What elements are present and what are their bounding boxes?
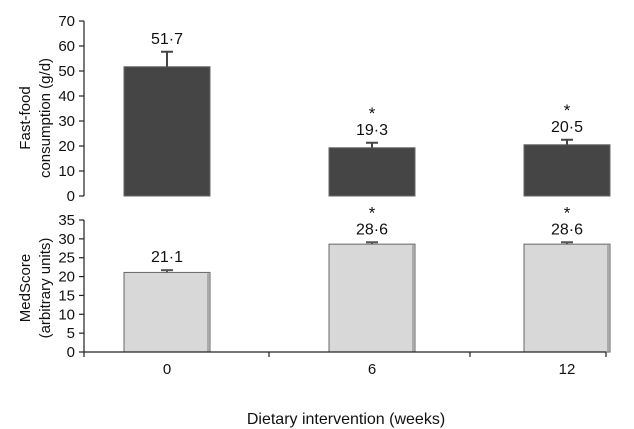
- medscore-bar: [328, 243, 416, 353]
- x-axis-label: Dietary intervention (weeks): [247, 411, 445, 428]
- medscore-significance-marker: *: [369, 203, 376, 222]
- x-tick-label: 0: [163, 361, 171, 378]
- medscore-y-tick-label: 5: [67, 325, 75, 342]
- fast-food-y-tick-label: 40: [58, 88, 75, 105]
- fast-food-y-axis-label: consumption (g/d): [37, 58, 54, 178]
- x-tick-label: 12: [559, 361, 576, 378]
- fast-food-value-label: 51·7: [151, 31, 183, 48]
- fast-food-y-tick-label: 60: [58, 38, 75, 55]
- medscore-y-tick-label: 15: [58, 287, 75, 304]
- medscore-y-tick-label: 25: [58, 250, 75, 267]
- fast-food-panel: 0 10 20 30 40 50 60 70 Fast-food consumption (g/d…: [17, 13, 611, 205]
- fast-food-y-axis-label: Fast-food: [17, 86, 34, 149]
- medscore-significance-marker: *: [564, 203, 571, 222]
- fast-food-significance-marker: *: [564, 101, 571, 120]
- medscore-y-tick-label: 30: [58, 231, 75, 248]
- medscore-value-label: 28·6: [356, 221, 388, 238]
- medscore-y-tick-label: 0: [67, 344, 75, 361]
- medscore-y-tick-label: 20: [58, 269, 75, 286]
- fast-food-y-tick-label: 20: [58, 138, 75, 155]
- fast-food-y-tick-label: 50: [58, 63, 75, 80]
- medscore-y-tick-label: 10: [58, 306, 75, 323]
- fast-food-y-tick-label: 0: [67, 188, 75, 205]
- fast-food-value-label: 20·5: [551, 119, 583, 136]
- fast-food-y-tick-label: 30: [58, 113, 75, 130]
- medscore-bar: [123, 271, 211, 353]
- fast-food-bar: [523, 144, 611, 197]
- fast-food-value-label: 19·3: [356, 122, 388, 139]
- x-axis: 0 6 12: [83, 351, 607, 378]
- fast-food-bar: [123, 66, 211, 197]
- fast-food-significance-marker: *: [369, 104, 376, 123]
- fast-food-y-tick-label: 10: [58, 163, 75, 180]
- medscore-bar: [523, 243, 611, 353]
- medscore-y-axis-label: MedScore: [17, 254, 34, 322]
- x-tick-label: 6: [368, 361, 376, 378]
- medscore-value-label: 28·6: [551, 221, 583, 238]
- fast-food-bar: [328, 147, 416, 197]
- medscore-y-axis-label: (arbitrary units): [37, 238, 54, 339]
- medscore-y-tick-label: 35: [58, 212, 75, 229]
- medscore-value-label: 21·1: [151, 249, 183, 266]
- fast-food-y-tick-label: 70: [58, 13, 75, 30]
